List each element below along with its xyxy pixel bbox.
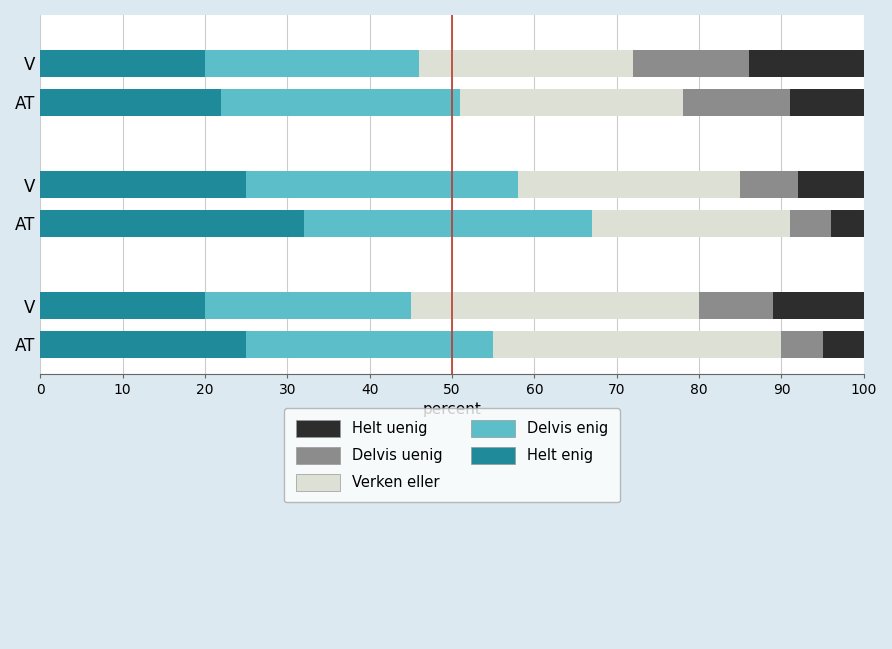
Bar	[748, 50, 863, 77]
Bar	[699, 292, 773, 319]
Bar	[789, 210, 830, 237]
Bar	[633, 50, 748, 77]
Bar	[830, 210, 863, 237]
Bar	[221, 89, 460, 116]
Bar	[304, 210, 592, 237]
Bar	[40, 171, 246, 198]
Bar	[822, 331, 863, 358]
Bar	[518, 171, 740, 198]
Bar	[246, 331, 493, 358]
Bar	[493, 331, 781, 358]
Bar	[789, 89, 863, 116]
Bar	[205, 50, 419, 77]
Bar	[781, 331, 822, 358]
Bar	[40, 292, 205, 319]
Bar	[40, 89, 221, 116]
Bar	[773, 292, 863, 319]
Bar	[40, 331, 246, 358]
Bar	[592, 210, 789, 237]
Bar	[40, 50, 205, 77]
Bar	[798, 171, 863, 198]
Bar	[682, 89, 789, 116]
X-axis label: percent: percent	[423, 402, 482, 417]
Bar	[740, 171, 798, 198]
Bar	[40, 210, 304, 237]
Legend: Helt uenig, Delvis uenig, Verken eller, Delvis enig, Helt enig, : Helt uenig, Delvis uenig, Verken eller, …	[285, 408, 620, 502]
Bar	[460, 89, 682, 116]
Bar	[205, 292, 411, 319]
Bar	[411, 292, 699, 319]
Bar	[419, 50, 633, 77]
Bar	[246, 171, 518, 198]
